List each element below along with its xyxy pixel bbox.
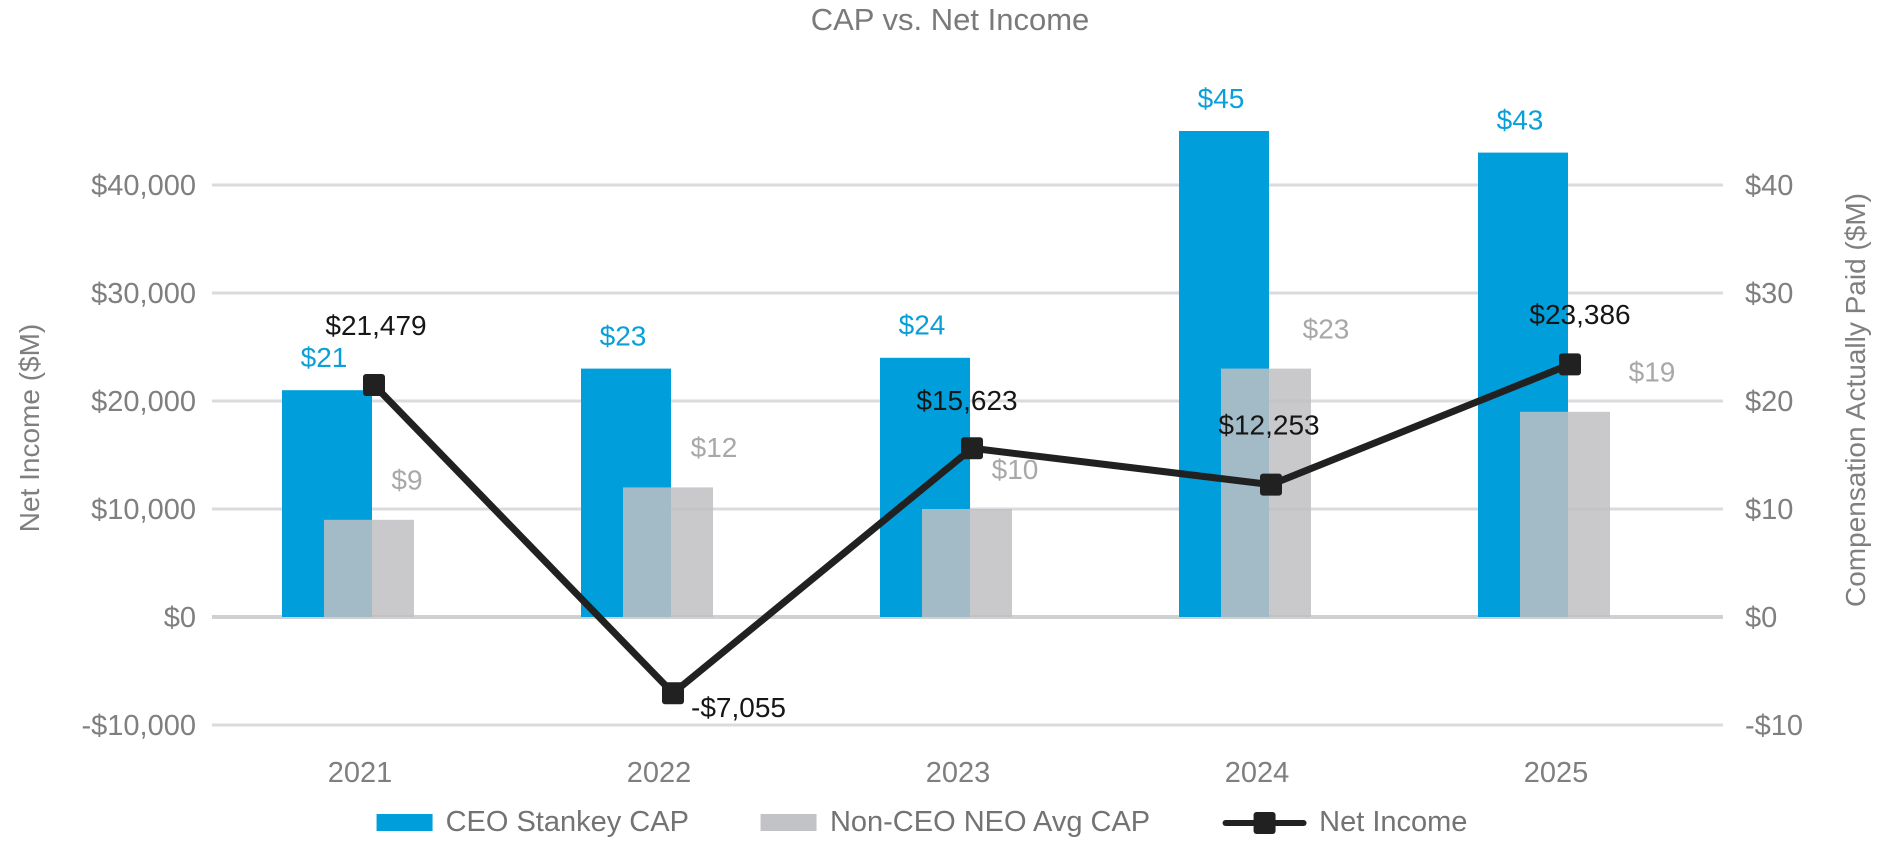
bar-neo-avg-cap-2021: [324, 519, 414, 617]
net-income-marker-2022: [662, 682, 684, 705]
net-income-data-label: -$7,055: [691, 692, 786, 723]
left-axis-tick-label: $40,000: [91, 170, 196, 202]
legend-item-net-income: Net Income: [1222, 806, 1467, 839]
neo-cap-data-label: $9: [391, 465, 422, 496]
legend-label: Non-CEO NEO Avg CAP: [829, 806, 1151, 838]
ceo-cap-data-label: $23: [600, 320, 647, 351]
net-income-data-label: $23,386: [1529, 299, 1630, 330]
net-income-marker-2024: [1260, 473, 1282, 496]
neo-cap-data-label: $12: [691, 432, 738, 463]
x-axis-label: 2023: [926, 757, 991, 789]
ceo-cap-data-label: $45: [1198, 83, 1245, 114]
right-axis-tick-label: $20: [1745, 386, 1793, 418]
left-axis-tick-label: $10,000: [91, 494, 196, 526]
net-income-data-label: $12,253: [1218, 409, 1319, 440]
bar-neo-avg-cap-2023: [922, 509, 1012, 617]
net-income-marker-2021: [363, 374, 385, 397]
legend-item-neo-cap: Non-CEO NEO Avg CAP: [760, 806, 1151, 839]
legend-swatch-line-marker-icon: [1222, 811, 1307, 835]
neo-cap-data-label: $10: [992, 454, 1039, 485]
neo-cap-data-label: $23: [1303, 313, 1350, 344]
right-axis-tick-label: -$10: [1745, 710, 1803, 742]
net-income-marker-2025: [1559, 353, 1581, 376]
legend: CEO Stankey CAP Non-CEO NEO Avg CAP Net …: [376, 806, 1467, 839]
legend-swatch-blue-bar-icon: [376, 814, 433, 831]
left-axis-tick-label: $30,000: [91, 278, 196, 310]
left-axis-tick-label: $20,000: [91, 386, 196, 418]
bar-neo-avg-cap-2025: [1520, 411, 1610, 617]
x-axis-label: 2022: [627, 757, 692, 789]
right-axis-tick-label: $10: [1745, 494, 1793, 526]
bar-neo-avg-cap-2022: [623, 487, 713, 617]
net-income-data-label: $15,623: [916, 385, 1017, 416]
ceo-cap-data-label: $24: [899, 310, 946, 341]
net-income-marker-2023: [961, 437, 983, 460]
legend-item-ceo-cap: CEO Stankey CAP: [376, 806, 689, 839]
right-axis-tick-label: $40: [1745, 170, 1793, 202]
legend-label: Net Income: [1319, 806, 1468, 838]
chart-title: CAP vs. Net Income: [810, 2, 1090, 37]
neo-cap-data-label: $19: [1629, 357, 1676, 388]
x-axis-label: 2025: [1524, 757, 1589, 789]
left-axis-tick-label: -$10,000: [82, 710, 197, 742]
right-axis-tick-label: $0: [1745, 602, 1777, 634]
x-axis-label: 2024: [1225, 757, 1290, 789]
net-income-data-label: $21,479: [325, 310, 426, 341]
legend-swatch-gray-bar-icon: [760, 814, 817, 831]
left-axis-tick-label: $0: [164, 602, 196, 634]
x-axis-label: 2021: [328, 757, 393, 789]
legend-label: CEO Stankey CAP: [445, 806, 689, 838]
right-axis-tick-label: $30: [1745, 278, 1793, 310]
ceo-cap-data-label: $43: [1497, 104, 1544, 135]
ceo-cap-data-label: $21: [301, 342, 348, 373]
